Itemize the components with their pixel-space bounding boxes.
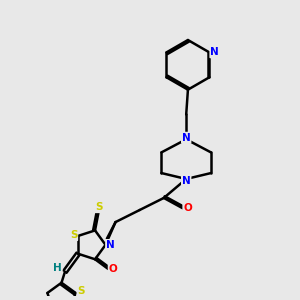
Text: S: S [70,230,77,240]
Text: N: N [182,176,190,186]
Text: O: O [183,203,192,213]
Text: N: N [182,133,190,142]
Text: O: O [109,264,117,274]
Text: N: N [210,47,219,57]
Text: S: S [95,202,103,212]
Text: N: N [106,240,115,250]
Text: H: H [53,263,62,273]
Text: S: S [77,286,85,296]
